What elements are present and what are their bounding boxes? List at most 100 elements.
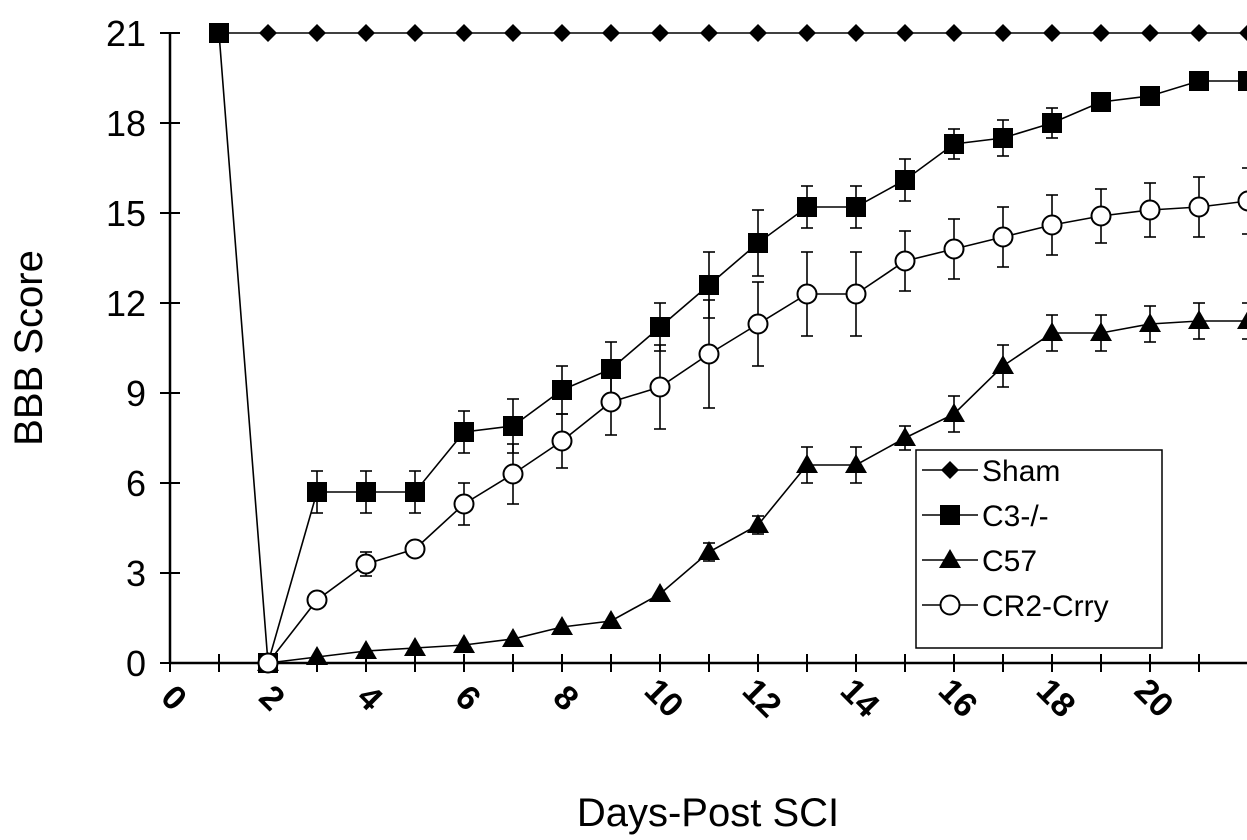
c3-point xyxy=(993,128,1013,148)
sham-point xyxy=(798,24,816,42)
c3-point xyxy=(1140,86,1160,106)
c57-point xyxy=(1188,310,1210,329)
c57-point xyxy=(1090,322,1112,341)
c57-point xyxy=(404,637,426,656)
axes xyxy=(160,32,1247,672)
x-tick-label: 12 xyxy=(735,671,789,725)
legend-marker-c57 xyxy=(939,549,961,568)
cr2-crry-point xyxy=(845,283,867,305)
legend-label-cr2-crry: CR2-Crry xyxy=(982,590,1109,623)
c57-point xyxy=(1139,313,1161,332)
x-tick-label: 4 xyxy=(350,678,390,718)
c57-point xyxy=(649,583,671,602)
c57-point xyxy=(698,541,720,560)
c57-point xyxy=(453,634,475,653)
legend-label-c3: C3-/- xyxy=(982,500,1049,533)
cr2-crry-point xyxy=(453,493,475,515)
legend: Sham C3-/- C57 CR2-Crry xyxy=(915,449,1163,649)
sham-point xyxy=(749,24,767,42)
y-tick-label: 21 xyxy=(106,13,146,54)
cr2-crry-point xyxy=(992,226,1014,248)
c3-point xyxy=(454,422,474,442)
c3-point xyxy=(552,380,572,400)
cr2-crry-point xyxy=(1139,199,1161,221)
cr2-crry-point xyxy=(306,589,328,611)
legend-box xyxy=(915,449,1163,649)
sham-point xyxy=(455,24,473,42)
c3-point xyxy=(944,134,964,154)
x-tick-label: 2 xyxy=(252,678,292,718)
sham-point xyxy=(1043,24,1061,42)
c3-point xyxy=(356,482,376,502)
x-tick-label: 0 xyxy=(154,678,194,718)
cr2-crry-point xyxy=(1041,214,1063,236)
c3-point xyxy=(699,275,719,295)
legend-label-sham: Sham xyxy=(982,455,1060,488)
sham-point xyxy=(700,24,718,42)
c3-line xyxy=(218,32,1247,664)
y-tick-label: 6 xyxy=(126,463,146,504)
y-axis-title: BBB Score xyxy=(7,250,51,446)
c57-point xyxy=(992,355,1014,374)
c3-point xyxy=(895,170,915,190)
sham-point xyxy=(406,24,424,42)
cr2-crry-point xyxy=(747,313,769,335)
sham-point xyxy=(945,24,963,42)
cr2-crry-point xyxy=(551,430,573,452)
sham-point xyxy=(553,24,571,42)
cr2-crry-point xyxy=(257,652,279,674)
x-tick-label: 6 xyxy=(448,678,488,718)
sham-point xyxy=(602,24,620,42)
cr2-crry-point xyxy=(502,463,524,485)
legend-marker-sham xyxy=(941,461,959,479)
c3-point xyxy=(748,233,768,253)
y-tick-label: 3 xyxy=(126,553,146,594)
sham-point xyxy=(1190,24,1208,42)
sham-point xyxy=(1141,24,1159,42)
legend-marker-cr2-crry xyxy=(939,594,961,616)
cr2-crry-point xyxy=(943,238,965,260)
cr2-crry-point xyxy=(796,283,818,305)
cr2-crry-point xyxy=(404,538,426,560)
c57-point xyxy=(551,616,573,635)
sham-point xyxy=(847,24,865,42)
c57-point xyxy=(845,454,867,473)
c3-point xyxy=(1189,71,1209,91)
c3-point xyxy=(503,416,523,436)
x-tick-label: 16 xyxy=(931,671,985,725)
x-tick-label: 18 xyxy=(1029,671,1083,725)
c3-point xyxy=(1042,113,1062,133)
cr2-crry-point xyxy=(894,250,916,272)
c57-point xyxy=(796,454,818,473)
cr2-crry-point xyxy=(600,391,622,413)
c3-point xyxy=(846,197,866,217)
sham-point xyxy=(896,24,914,42)
legend-label-c57: C57 xyxy=(982,545,1037,578)
c57-point xyxy=(1041,322,1063,341)
legend-marker-c3 xyxy=(940,505,960,525)
cr2-crry-point xyxy=(1237,190,1247,212)
series-lines xyxy=(218,32,1247,664)
x-axis-title: Days-Post SCI xyxy=(577,791,839,835)
x-tick-label: 10 xyxy=(637,671,691,725)
cr2-crry-point xyxy=(1090,205,1112,227)
c3-point xyxy=(1238,71,1247,91)
x-tick-label: 20 xyxy=(1127,671,1181,725)
c3-point xyxy=(650,317,670,337)
sham-point xyxy=(651,24,669,42)
c57-point xyxy=(747,514,769,533)
c57-point xyxy=(600,610,622,629)
c3-point xyxy=(209,23,229,43)
c57-point xyxy=(306,646,328,665)
c57-point xyxy=(943,403,965,422)
c3-point xyxy=(307,482,327,502)
y-tick-label: 0 xyxy=(126,643,146,684)
sham-point xyxy=(504,24,522,42)
y-tick-label: 9 xyxy=(126,373,146,414)
cr2-crry-point xyxy=(355,553,377,575)
sham-point xyxy=(308,24,326,42)
sham-point xyxy=(259,24,277,42)
cr2-crry-point xyxy=(1188,196,1210,218)
c57-point xyxy=(502,628,524,647)
